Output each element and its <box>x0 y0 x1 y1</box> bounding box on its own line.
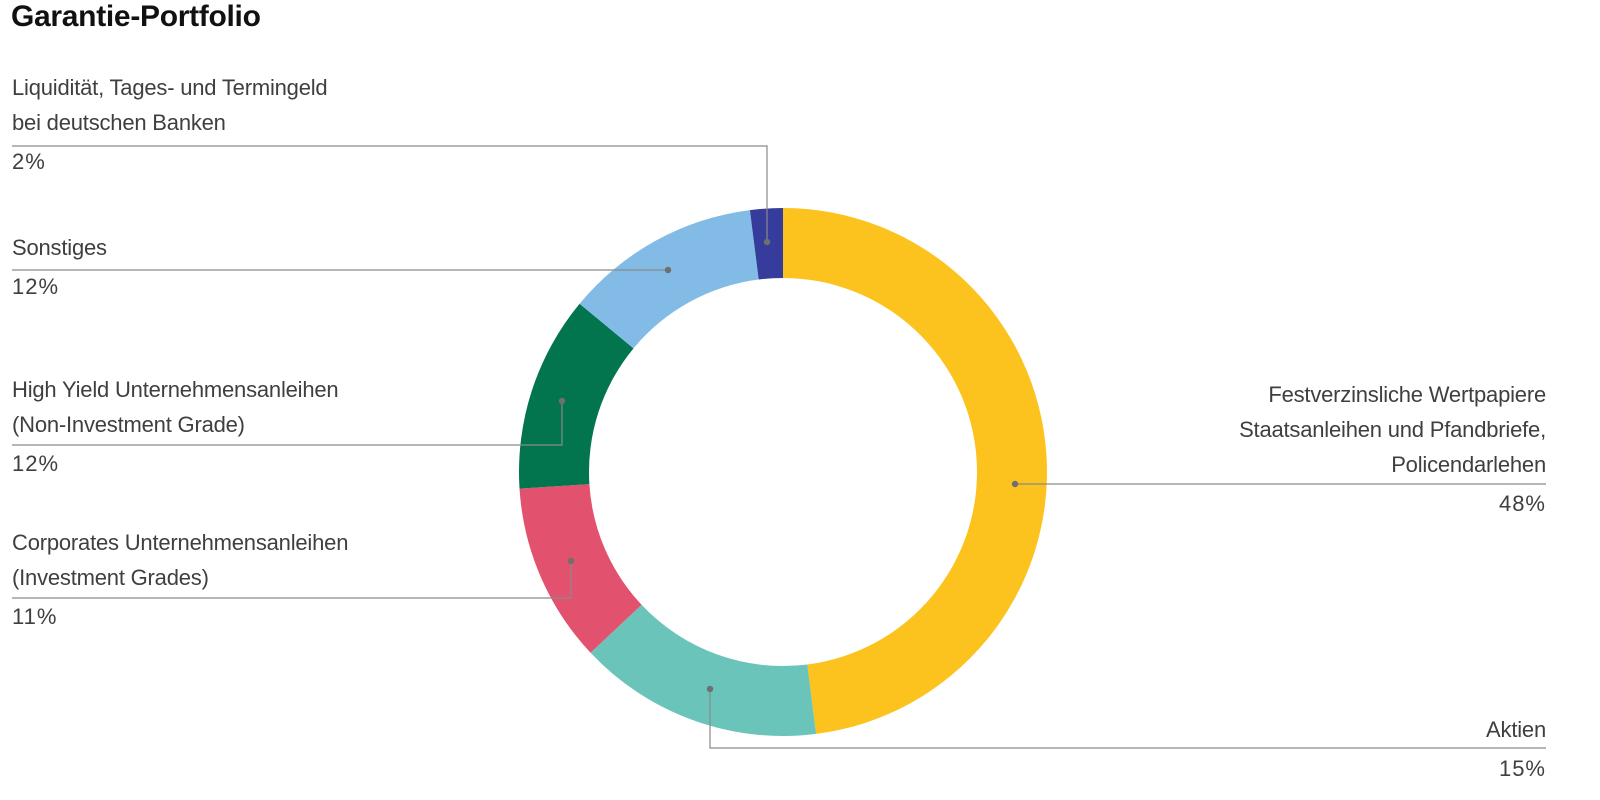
slice-4 <box>579 210 759 349</box>
slice-name-5: Liquidität, Tages- und Termingeld bei de… <box>12 75 328 135</box>
leader-dot-0 <box>1011 480 1019 488</box>
leader-dot-3 <box>558 397 566 405</box>
leader-line-5 <box>12 145 768 242</box>
chart-title: Garantie-Portfolio <box>11 0 261 33</box>
slice-name-3: High Yield Unternehmensanleihen (Non-Inv… <box>12 377 339 437</box>
slice-percent-0: 48% <box>1498 491 1546 516</box>
slice-percent-2: 11% <box>12 604 58 629</box>
slice-percent-5: 2% <box>12 149 46 174</box>
slice-label-1: Aktien 15% <box>1486 712 1546 786</box>
slice-name-4: Sonstiges <box>12 235 107 260</box>
slice-label-0: Festverzinsliche Wertpapiere Staatsanlei… <box>1239 377 1546 521</box>
slice-3 <box>519 303 634 489</box>
leader-dot-2 <box>567 557 575 565</box>
slice-percent-1: 15% <box>1498 756 1546 781</box>
slice-name-2: Corporates Unternehmensanleihen (Investm… <box>12 530 349 590</box>
leader-line-1 <box>709 689 1546 749</box>
slice-1 <box>590 604 817 737</box>
slice-name-0: Festverzinsliche Wertpapiere Staatsanlei… <box>1239 382 1546 477</box>
leader-dot-1 <box>706 685 714 693</box>
slice-label-3: High Yield Unternehmensanleihen (Non-Inv… <box>12 372 339 481</box>
slice-2 <box>519 484 642 653</box>
leader-dot-5 <box>763 238 771 246</box>
leader-line-3 <box>12 401 563 446</box>
slice-percent-3: 12% <box>12 451 60 476</box>
leader-dot-4 <box>664 266 672 274</box>
leader-line-2 <box>12 561 572 599</box>
slice-name-1: Aktien <box>1486 717 1546 742</box>
slice-0 <box>783 208 1048 734</box>
slice-label-4: Sonstiges 12% <box>12 230 107 304</box>
slice-label-5: Liquidität, Tages- und Termingeld bei de… <box>12 70 328 179</box>
slice-label-2: Corporates Unternehmensanleihen (Investm… <box>12 525 348 634</box>
slice-percent-4: 12% <box>12 274 60 299</box>
